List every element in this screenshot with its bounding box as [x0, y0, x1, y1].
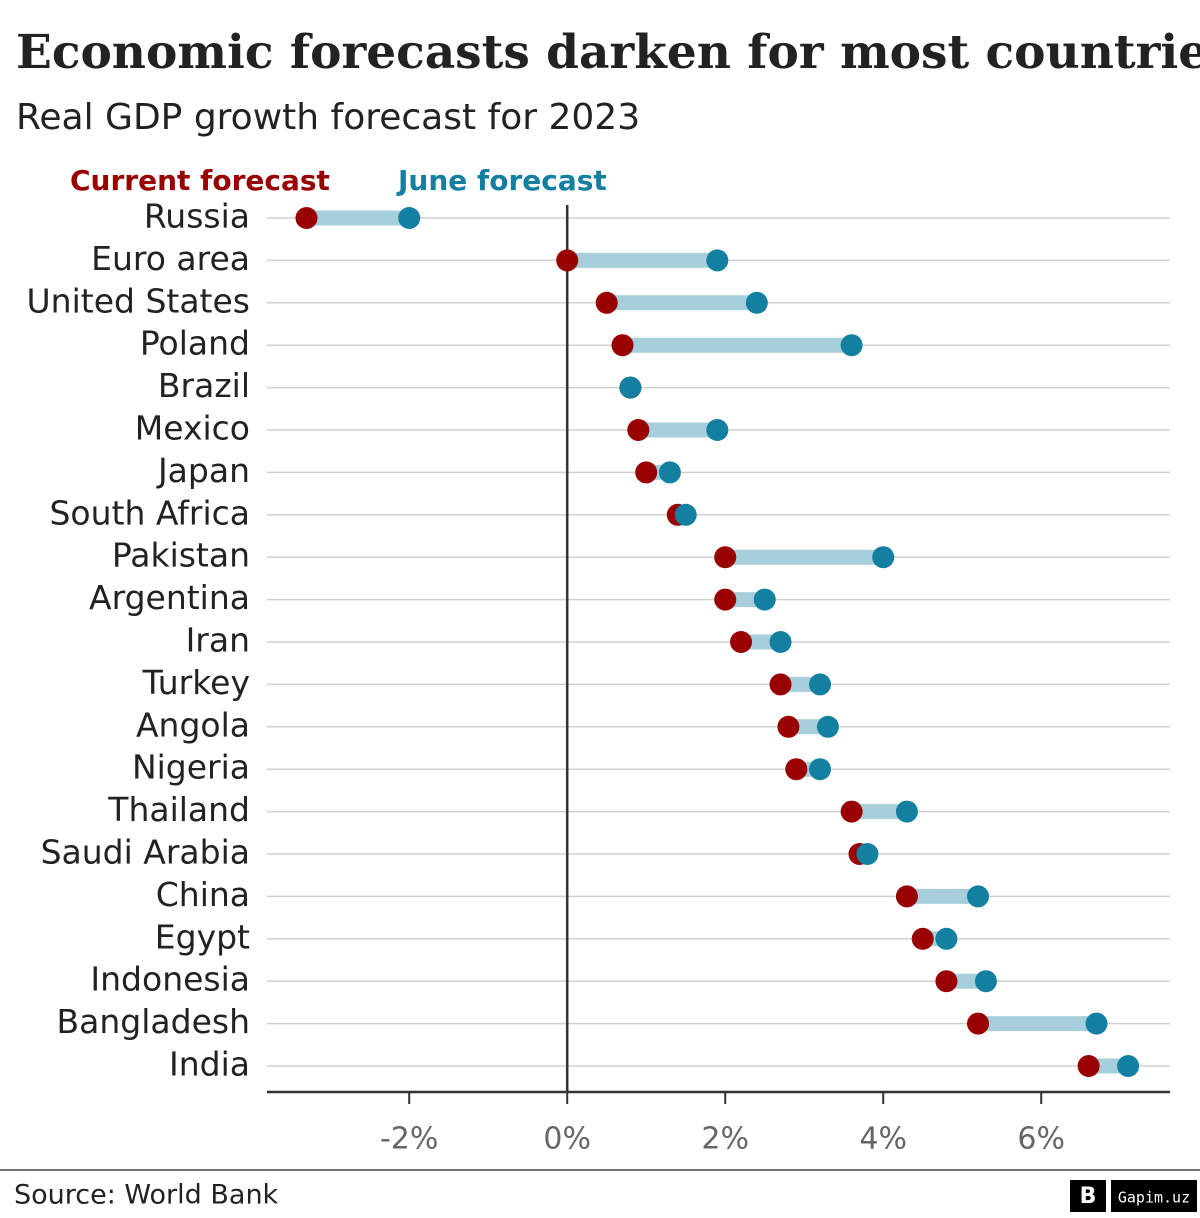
- dot: [974, 970, 997, 993]
- dot: [935, 927, 958, 950]
- category-label: Pakistan: [112, 536, 250, 575]
- category-label: China: [156, 875, 250, 914]
- category-label: Nigeria: [132, 748, 250, 787]
- watermark-bg: [1111, 1180, 1197, 1212]
- logo-block: [1070, 1180, 1106, 1212]
- dot: [611, 334, 634, 357]
- dot: [816, 715, 839, 738]
- x-tick-label: 6%: [1017, 1122, 1065, 1157]
- dot: [856, 843, 879, 865]
- dot: [714, 588, 737, 611]
- category-label: Poland: [140, 324, 250, 363]
- dot: [769, 631, 792, 653]
- category-label: Mexico: [135, 409, 250, 448]
- source: Source: World Bank: [14, 1180, 279, 1211]
- legend-label: Current forecast: [70, 164, 330, 197]
- category-label: United States: [27, 281, 250, 320]
- x-tick-label: 2%: [701, 1122, 749, 1157]
- logo-letter: B: [1080, 1184, 1097, 1209]
- dot: [730, 631, 753, 653]
- dot: [1085, 1012, 1108, 1035]
- dot: [840, 800, 863, 823]
- dot: [1077, 1055, 1100, 1077]
- dot: [595, 291, 618, 314]
- dot: [658, 461, 681, 484]
- dot: [619, 376, 642, 399]
- dot: [809, 673, 832, 696]
- dot: [674, 503, 697, 526]
- category-label: Turkey: [142, 663, 250, 702]
- category-label: India: [169, 1045, 250, 1084]
- dot: [745, 291, 768, 314]
- dot: [895, 885, 918, 908]
- category-label: Japan: [156, 451, 250, 490]
- dot: [840, 334, 863, 357]
- dot: [627, 419, 650, 441]
- category-label: Thailand: [107, 790, 250, 829]
- dot: [295, 207, 318, 229]
- dot: [785, 758, 808, 781]
- legend-label: June forecast: [396, 164, 607, 197]
- chart-title: Economic forecasts darken for most count…: [16, 25, 1200, 80]
- dot: [714, 546, 737, 569]
- category-label: Bangladesh: [57, 1002, 250, 1041]
- dot: [706, 249, 729, 272]
- dot: [935, 970, 958, 993]
- category-label: Angola: [136, 705, 250, 744]
- category-label: Russia: [144, 197, 250, 236]
- dot: [809, 758, 832, 781]
- dot: [967, 1012, 990, 1035]
- dot: [398, 207, 421, 229]
- watermark: Gapim.uz: [1118, 1189, 1190, 1207]
- dot: [895, 800, 918, 823]
- dot: [635, 461, 658, 484]
- category-label: South Africa: [49, 493, 250, 532]
- category-label: Indonesia: [90, 960, 250, 999]
- dot: [1117, 1055, 1140, 1077]
- category-label: Brazil: [158, 366, 250, 405]
- category-label: Euro area: [91, 239, 250, 278]
- dot: [769, 673, 792, 696]
- dot: [911, 927, 934, 950]
- dot: [753, 588, 776, 611]
- x-tick-label: -2%: [380, 1122, 438, 1157]
- dot: [706, 419, 729, 441]
- category-label: Egypt: [155, 917, 250, 956]
- dot: [777, 715, 800, 738]
- x-tick-label: 0%: [543, 1122, 591, 1157]
- dot: [556, 249, 579, 272]
- category-label: Iran: [186, 621, 250, 660]
- category-label: Saudi Arabia: [41, 833, 250, 872]
- dot: [967, 885, 990, 908]
- x-tick-label: 4%: [859, 1122, 907, 1157]
- dot: [872, 546, 895, 569]
- chart-subtitle: Real GDP growth forecast for 2023: [16, 97, 640, 138]
- category-label: Argentina: [89, 578, 250, 617]
